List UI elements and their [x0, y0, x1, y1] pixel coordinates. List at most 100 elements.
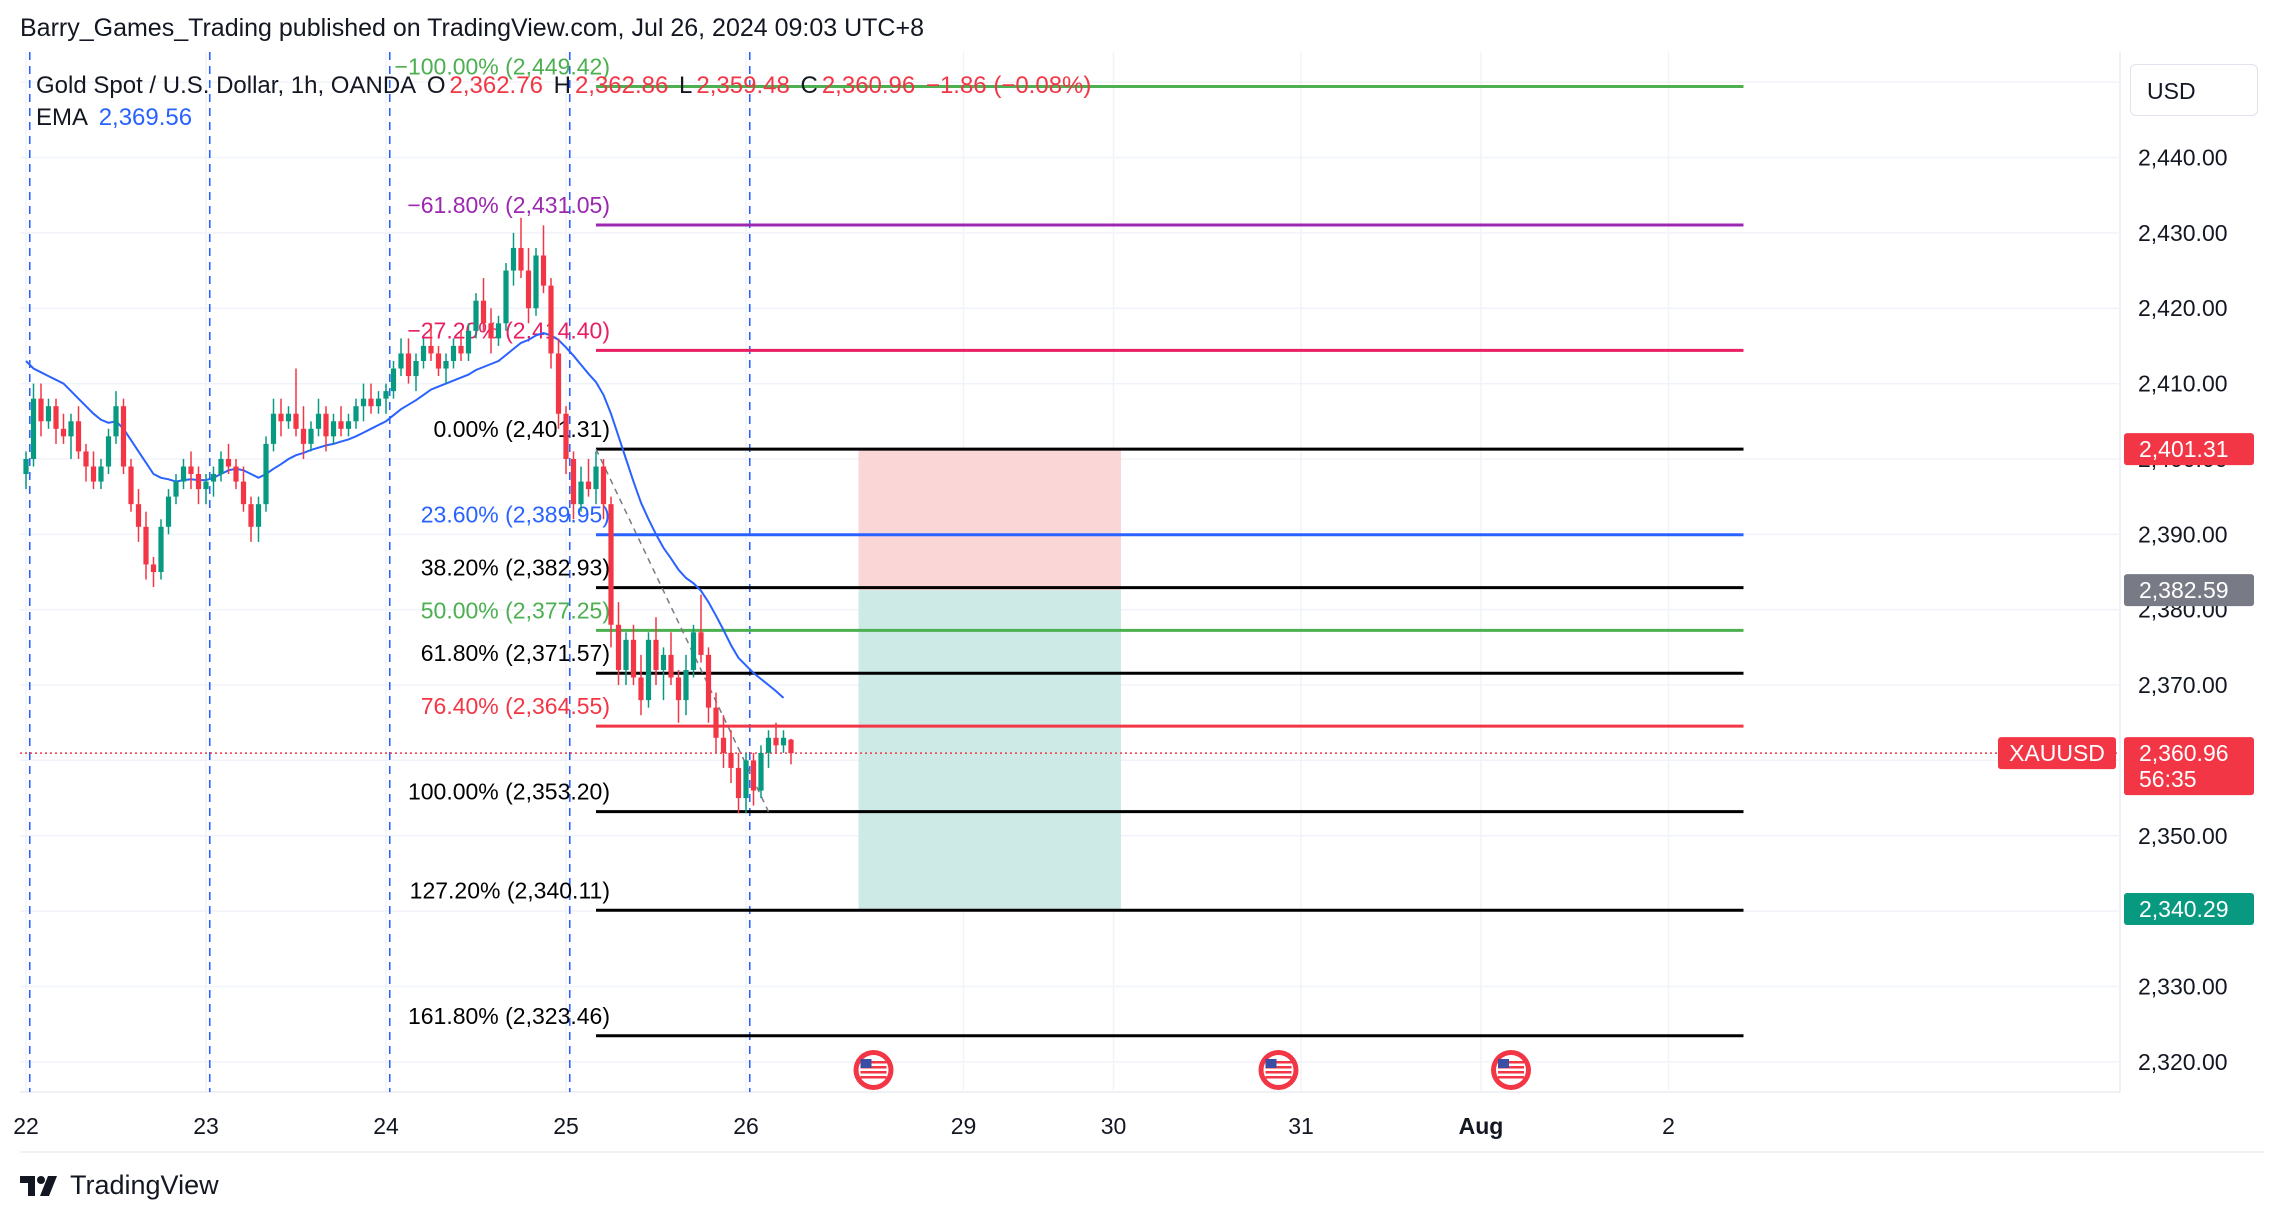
candle-body [248, 504, 254, 527]
candle-body [60, 428, 67, 437]
candle-body [285, 413, 292, 422]
candle-body [105, 436, 112, 467]
candle-body [495, 323, 502, 339]
currency-button[interactable]: USD [2130, 64, 2258, 116]
candle [345, 413, 352, 437]
candle [743, 752, 749, 814]
candle [510, 232, 517, 286]
candle-body [450, 345, 457, 361]
candle [105, 428, 112, 475]
short-position-tool[interactable] [858, 449, 1122, 909]
candle-body [195, 474, 202, 490]
candle [495, 315, 502, 346]
candle-body [135, 504, 142, 527]
ema-legend[interactable]: EMA 2,369.56 [36, 104, 196, 132]
time-tick-label: 25 [553, 1113, 579, 1139]
candle [563, 406, 569, 475]
candle-body [765, 737, 772, 753]
candle-body [675, 677, 682, 701]
price-tag-text: 2,401.31 [2139, 436, 2229, 462]
candle [555, 338, 562, 429]
candle [113, 391, 119, 444]
candle-body [203, 481, 209, 490]
candle [120, 398, 127, 475]
candle [675, 669, 682, 723]
tradingview-logo[interactable]: TradingView [20, 1170, 219, 1201]
candle-body [338, 421, 344, 429]
candle [608, 496, 614, 648]
price-tag-text: 2,382.59 [2139, 577, 2229, 603]
candle-body [420, 345, 427, 361]
fibonacci-extension[interactable]: −100.00% (2,449.42) −61.80% (2,431.05) −27… [395, 54, 1744, 1038]
last-price-tag-text: 2,360.96 [2139, 740, 2229, 766]
candle-body [345, 421, 352, 429]
candle [465, 323, 472, 361]
candle [135, 489, 142, 542]
symbol-legend[interactable]: Gold Spot / U.S. Dollar, 1h, OANDA O 2,36… [36, 72, 1095, 100]
candle [383, 383, 389, 414]
candle-body [743, 760, 749, 799]
candle-body [293, 413, 299, 429]
candle [630, 624, 637, 686]
candle-body [548, 285, 554, 354]
candle [488, 308, 494, 354]
price-tag-text: 2,340.29 [2139, 896, 2229, 922]
fib-level-label: 100.00% (2,353.20) [408, 779, 610, 805]
time-tick-label: 29 [951, 1113, 977, 1139]
candle [233, 458, 239, 490]
us-flag-event-icon[interactable] [1491, 1050, 1531, 1090]
price-tag: 2,401.31 [2124, 433, 2254, 466]
candle [23, 451, 29, 490]
candle-body [615, 624, 622, 670]
ohlc-low-label: L [679, 72, 693, 99]
candle-body [645, 639, 652, 701]
candle-body [555, 353, 562, 414]
candle [150, 556, 157, 588]
candle [188, 451, 194, 490]
candle [398, 338, 404, 377]
price-tag-bg [2124, 892, 2254, 925]
fib-level-label: 23.60% (2,389.95) [421, 502, 610, 528]
candle [240, 466, 247, 512]
flag-stripe [860, 1066, 887, 1069]
time-tick-label: Aug [1459, 1113, 1504, 1139]
flag-stripe [1265, 1061, 1292, 1064]
candle [705, 647, 712, 723]
candle [180, 458, 187, 490]
flag-stripe [1498, 1071, 1524, 1074]
ohlc-open-label: O [426, 72, 446, 99]
candle-body [120, 406, 127, 467]
candle [683, 654, 689, 716]
candle [360, 383, 367, 422]
candle [203, 474, 209, 505]
candle [83, 443, 89, 482]
candle-body [608, 504, 614, 625]
candle-body [405, 353, 412, 377]
candle [308, 421, 314, 452]
price-axis[interactable]: 2,320.002,330.002,340.002,350.002,360.00… [1998, 69, 2254, 1075]
candle [548, 278, 554, 369]
candle [780, 730, 787, 753]
candle [158, 519, 164, 580]
us-flag-event-icon[interactable] [853, 1050, 894, 1090]
candle [255, 496, 262, 542]
candle [593, 451, 599, 505]
flag-stripe [860, 1071, 887, 1074]
candle [788, 738, 794, 765]
candle [90, 451, 97, 490]
candle [300, 406, 307, 459]
take-profit-zone [858, 590, 1121, 909]
fib-level-label: 61.80% (2,371.57) [421, 640, 610, 666]
candle-body [458, 345, 464, 354]
candle [53, 398, 59, 444]
economic-events[interactable] [853, 1050, 1532, 1090]
price-tick-label: 2,350.00 [2138, 823, 2228, 849]
candle [660, 647, 667, 701]
candle-body [630, 639, 637, 678]
candle-body [428, 345, 434, 354]
us-flag-event-icon[interactable] [1258, 1050, 1299, 1090]
time-axis[interactable]: 22 23 24 25 26 29 30 31 Aug 2 [13, 1113, 1675, 1139]
candle [270, 398, 277, 452]
